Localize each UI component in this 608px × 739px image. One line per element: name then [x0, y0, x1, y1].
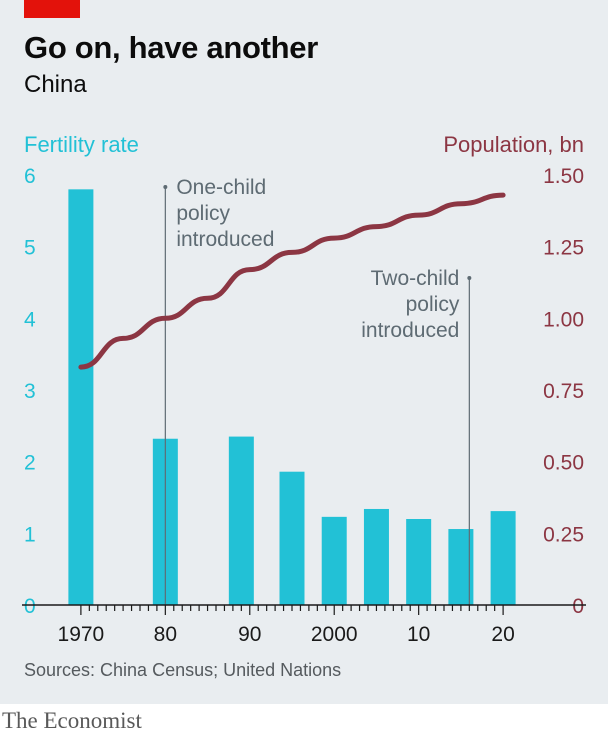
right-axis-ticks: 0 0.25 0.50 0.75 1.00 1.25 1.50 — [543, 165, 584, 618]
right-tick-label: 0.50 — [543, 452, 584, 475]
left-tick-label: 0 — [24, 595, 36, 618]
x-tick-label: 90 — [238, 623, 261, 646]
fertility-bars — [68, 189, 516, 605]
annotation-dot — [467, 276, 472, 280]
left-tick-label: 3 — [24, 380, 36, 403]
annotation-text: policy — [406, 293, 460, 316]
fertility-bar — [68, 189, 94, 605]
x-axis: 1970 80 90 2000 10 20 — [22, 604, 586, 646]
right-tick-label: 1.50 — [543, 165, 584, 188]
population-line — [78, 192, 506, 370]
right-tick-label: 0.25 — [543, 523, 584, 546]
annotation-text: One-child — [176, 176, 266, 199]
fertility-bar — [279, 471, 305, 605]
x-tick-label: 2000 — [311, 623, 358, 646]
fertility-bar — [228, 436, 254, 605]
left-tick-label: 5 — [24, 237, 36, 260]
fertility-bar — [490, 511, 516, 605]
left-axis-label: Fertility rate — [24, 132, 139, 157]
chart-title: Go on, have another — [24, 30, 319, 65]
left-axis-ticks: 0 1 2 3 4 5 6 — [24, 165, 36, 618]
annotation-text: introduced — [361, 319, 459, 342]
annotation-dot — [163, 185, 168, 189]
fertility-bar — [363, 508, 389, 605]
right-tick-label: 1.00 — [543, 308, 584, 331]
fertility-bar — [321, 516, 347, 605]
x-tick-label: 1970 — [58, 623, 105, 646]
economist-logo-text: The Economist — [2, 708, 142, 733]
population-line-group — [78, 192, 506, 370]
chart-subtitle: China — [24, 71, 87, 98]
left-tick-label: 6 — [24, 165, 36, 188]
policy-annotations: One-child policy introduced Two-child policy… — [163, 174, 472, 605]
right-tick-label: 1.25 — [543, 237, 584, 260]
x-tick-label: 20 — [491, 623, 514, 646]
left-tick-label: 1 — [24, 523, 36, 546]
right-axis-label: Population, bn — [443, 132, 584, 157]
right-tick-label: 0.75 — [543, 380, 584, 403]
annotation-text: introduced — [176, 228, 274, 251]
annotation-text: policy — [176, 202, 230, 225]
chart-card: Go on, have another China Fertility rate… — [0, 0, 608, 704]
left-tick-label: 4 — [24, 308, 36, 331]
x-tick-label: 80 — [154, 623, 177, 646]
fertility-bar — [406, 519, 432, 605]
brand-red-tag — [24, 0, 80, 18]
right-tick-label: 0 — [572, 595, 584, 618]
x-tick-label: 10 — [407, 623, 430, 646]
annotation-text: Two-child — [371, 267, 460, 290]
source-note: Sources: China Census; United Nations — [24, 660, 342, 680]
left-tick-label: 2 — [24, 452, 36, 475]
